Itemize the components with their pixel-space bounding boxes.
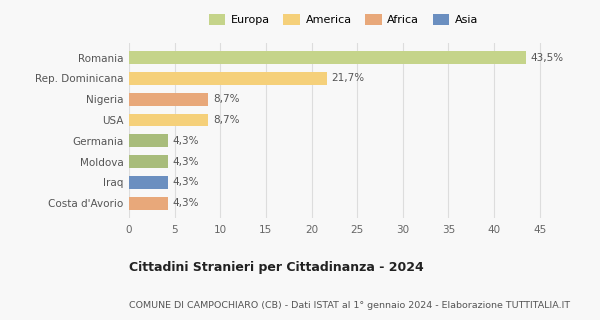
Text: 8,7%: 8,7% (213, 115, 239, 125)
Bar (129, 51, 526, 64)
Text: 4,3%: 4,3% (173, 177, 199, 188)
Text: 4,3%: 4,3% (173, 198, 199, 208)
Text: 8,7%: 8,7% (213, 94, 239, 104)
Text: Cittadini Stranieri per Cittadinanza - 2024: Cittadini Stranieri per Cittadinanza - 2… (129, 261, 424, 274)
Bar (129, 197, 168, 210)
Text: 4,3%: 4,3% (173, 136, 199, 146)
Bar (129, 155, 168, 168)
Text: 43,5%: 43,5% (530, 52, 564, 63)
Text: 21,7%: 21,7% (332, 73, 365, 84)
Legend: Europa, America, Africa, Asia: Europa, America, Africa, Asia (205, 10, 482, 28)
Bar (129, 114, 208, 126)
Text: 4,3%: 4,3% (173, 156, 199, 167)
Bar (129, 134, 168, 147)
Bar (129, 176, 168, 189)
Bar (129, 93, 208, 106)
Text: COMUNE DI CAMPOCHIARO (CB) - Dati ISTAT al 1° gennaio 2024 - Elaborazione TUTTIT: COMUNE DI CAMPOCHIARO (CB) - Dati ISTAT … (129, 301, 570, 310)
Bar (129, 72, 327, 85)
